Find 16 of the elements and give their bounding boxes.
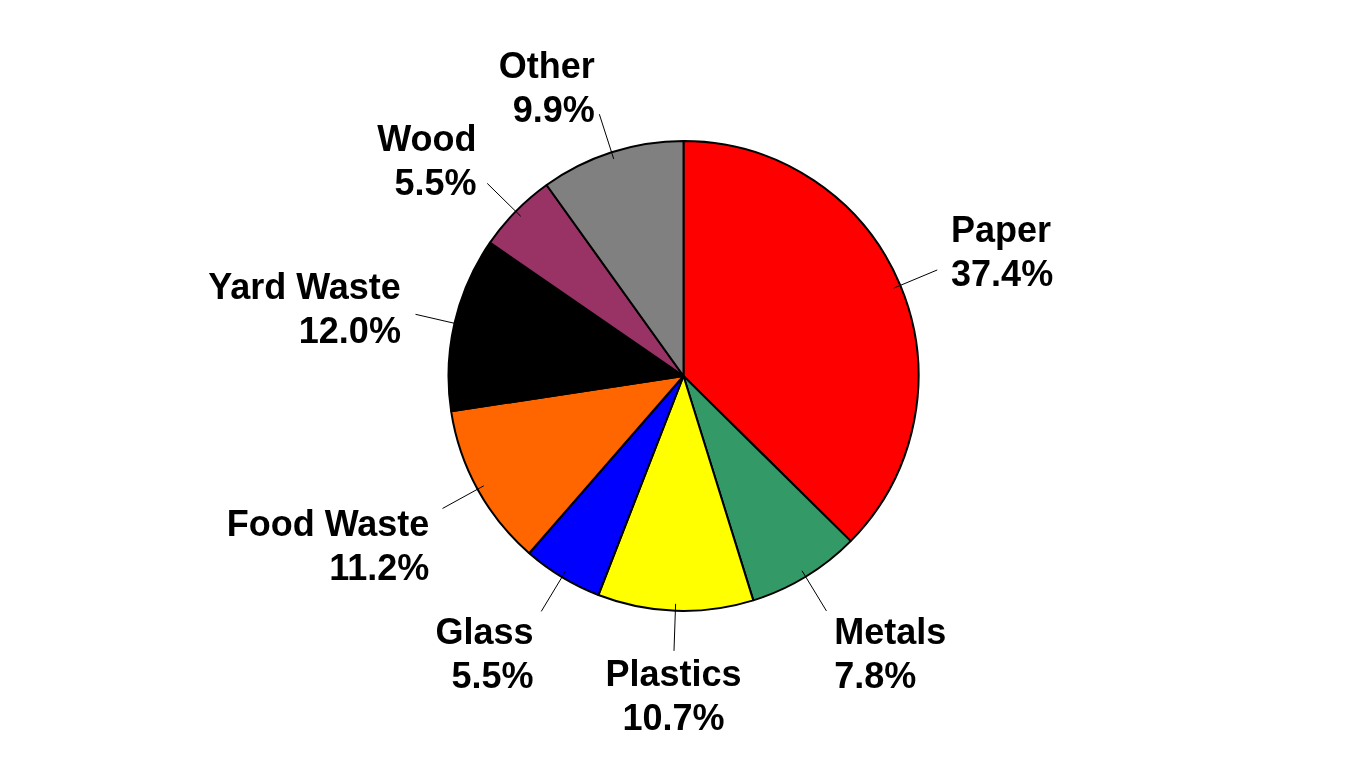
slice-label: Paper (951, 209, 1052, 251)
slice-label: Plastics (605, 652, 742, 694)
data-label: 11.2% (329, 546, 430, 588)
slice-label: Glass (435, 611, 534, 653)
data-label: 12.0% (298, 309, 401, 351)
data-label: 37.4% (951, 253, 1054, 295)
data-label: 5.5% (451, 655, 534, 697)
slice-label: Yard Waste (208, 265, 401, 307)
slice-label: Metals (834, 610, 947, 652)
slice-label: Food Waste (226, 502, 430, 544)
slice-label: Other (498, 44, 595, 86)
slice-label: Wood (377, 117, 477, 159)
data-label: 10.7% (622, 696, 725, 738)
data-label: 7.8% (834, 654, 917, 696)
data-label: 5.5% (394, 161, 477, 203)
data-label: 9.9% (512, 88, 595, 130)
